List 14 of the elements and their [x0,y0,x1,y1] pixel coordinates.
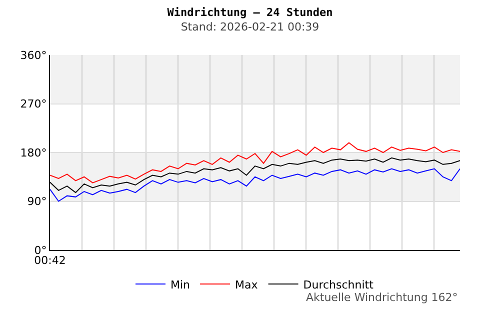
y-tick-label: 270° [20,98,47,111]
text: Aktuelle Windrichtung 162° [306,291,458,304]
line-series [50,142,460,184]
chart-subtitle: Stand: 2026-02-21 00:39 [180,20,320,34]
legend-label: Durchschnitt [303,278,374,292]
chart-title: Windrichtung – 24 Stunden [167,6,333,19]
line-series [50,168,460,202]
x-tick-label: 00:42 [34,254,66,268]
y-tick-label: 90° [27,195,47,208]
y-tick-label: 0° [34,244,47,257]
y-tick-label: 360° [20,48,47,62]
legend-label: Min [170,278,190,292]
y-tick-label: 180° [20,146,47,160]
legend-label: Max [235,278,258,292]
